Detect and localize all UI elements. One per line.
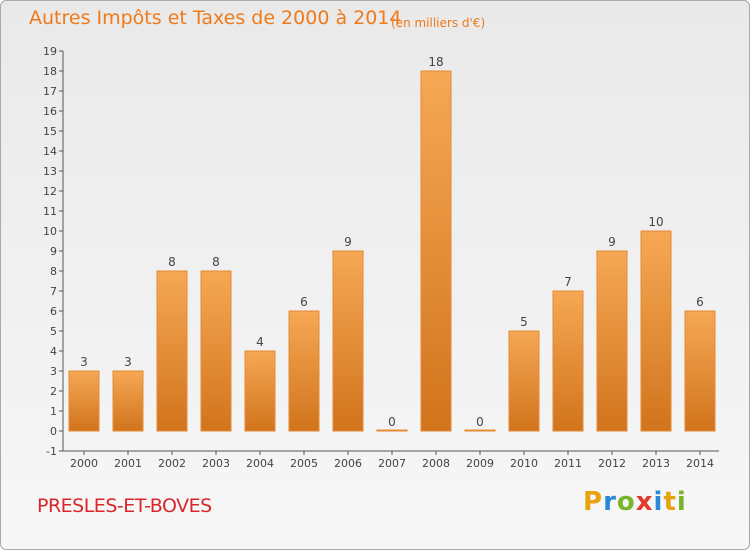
- y-tick-label: 10: [43, 225, 57, 238]
- y-tick-label: 11: [43, 205, 57, 218]
- bar-2014: [684, 310, 716, 432]
- bar-2011: [552, 290, 584, 432]
- data-label-2008: 18: [428, 55, 443, 69]
- data-label-2009: 0: [476, 415, 484, 429]
- logo-letter: r: [603, 487, 617, 517]
- y-tick-label: 9: [50, 245, 57, 258]
- y-tick-label: -1: [46, 445, 57, 458]
- data-label-2010: 5: [520, 315, 528, 329]
- x-tick-label: 2013: [642, 457, 670, 470]
- x-tick-label: 2008: [422, 457, 450, 470]
- logo-letter: i: [676, 487, 687, 517]
- bars: [68, 70, 716, 432]
- y-tick-label: 16: [43, 105, 57, 118]
- data-label-2013: 10: [648, 215, 663, 229]
- y-tick-label: 3: [50, 365, 57, 378]
- data-label-2006: 9: [344, 235, 352, 249]
- x-tick-label: 2009: [466, 457, 494, 470]
- bar-2009: [464, 429, 496, 432]
- y-tick-label: 2: [50, 385, 57, 398]
- data-label-2003: 8: [212, 255, 220, 269]
- proxiti-logo: Proxiti: [583, 487, 687, 517]
- x-tick-label: 2000: [70, 457, 98, 470]
- y-tick-label: 8: [50, 265, 57, 278]
- data-label-2011: 7: [564, 275, 572, 289]
- y-tick-label: 14: [43, 145, 57, 158]
- x-tick-label: 2006: [334, 457, 362, 470]
- logo-letter: x: [635, 487, 654, 517]
- y-tick-label: 17: [43, 85, 57, 98]
- bar-2007: [376, 429, 408, 432]
- y-tick-label: 1: [50, 405, 57, 418]
- y-tick-label: 7: [50, 285, 57, 298]
- bar-2006: [332, 250, 364, 432]
- y-tick-label: 15: [43, 125, 57, 138]
- x-tick-label: 2007: [378, 457, 406, 470]
- bar-2004: [244, 350, 276, 432]
- y-tick-label: 0: [50, 425, 57, 438]
- chart-subtitle: (en milliers d'€): [391, 16, 486, 30]
- data-label-2005: 6: [300, 295, 308, 309]
- x-tick-label: 2010: [510, 457, 538, 470]
- y-tick-label: 19: [43, 45, 57, 58]
- bar-2010: [508, 330, 540, 432]
- data-labels: 3 3 8 8 4 6 9 0 18 0 5 7 9 10 6: [80, 55, 704, 429]
- y-tick-label: 13: [43, 165, 57, 178]
- x-tick-label: 2001: [114, 457, 142, 470]
- logo-letter: t: [663, 487, 677, 517]
- chart-title: Autres Impôts et Taxes de 2000 à 2014: [29, 7, 402, 29]
- bar-2003: [200, 270, 232, 432]
- x-tick-label: 2003: [202, 457, 230, 470]
- x-tick-label: 2014: [686, 457, 714, 470]
- y-tick-label: 5: [50, 325, 57, 338]
- bar-2000: [68, 370, 100, 432]
- data-label-2014: 6: [696, 295, 704, 309]
- data-label-2004: 4: [256, 335, 264, 349]
- y-tick-label: 18: [43, 65, 57, 78]
- logo-letter: i: [653, 487, 664, 517]
- bar-2002: [156, 270, 188, 432]
- data-label-2001: 3: [124, 355, 132, 369]
- bar-2001: [112, 370, 144, 432]
- logo-letter: o: [616, 487, 636, 517]
- bar-2012: [596, 250, 628, 432]
- bar-2013: [640, 230, 672, 432]
- y-tick-label: 4: [50, 345, 57, 358]
- x-tick-label: 2012: [598, 457, 626, 470]
- bar-2005: [288, 310, 320, 432]
- data-label-2002: 8: [168, 255, 176, 269]
- x-axis: 2000 2001 2002 2003 2004 2005 2006 2007 2008 2009…: [63, 450, 719, 470]
- y-tick-label: 6: [50, 305, 57, 318]
- commune-name: PRESLES-ET-BOVES: [37, 495, 212, 517]
- bar-2008: [420, 70, 452, 432]
- x-tick-label: 2011: [554, 457, 582, 470]
- x-tick-label: 2005: [290, 457, 318, 470]
- data-label-2012: 9: [608, 235, 616, 249]
- data-label-2000: 3: [80, 355, 88, 369]
- x-tick-label: 2002: [158, 457, 186, 470]
- y-tick-label: 12: [43, 185, 57, 198]
- data-label-2007: 0: [388, 415, 396, 429]
- logo-letter: P: [583, 487, 604, 517]
- x-tick-label: 2004: [246, 457, 274, 470]
